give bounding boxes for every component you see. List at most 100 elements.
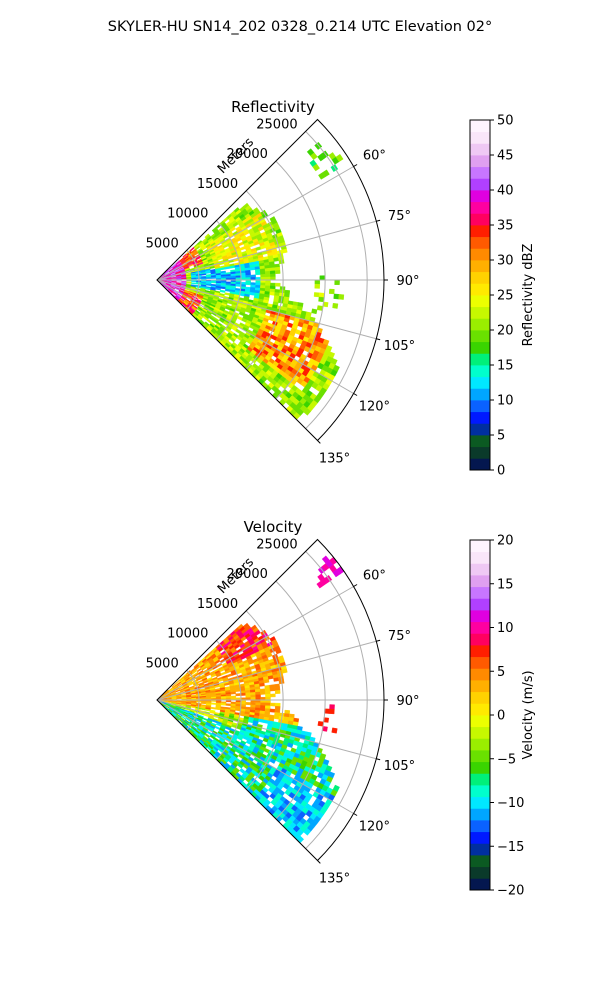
data-cell (260, 271, 266, 275)
angle-tick-label: 90° (396, 274, 419, 289)
colorbar-tick-label: −15 (497, 840, 524, 855)
data-cell (191, 282, 197, 285)
colorbar-tick-label: 35 (497, 219, 514, 234)
radial-tick-label: 10000 (167, 627, 208, 642)
data-cell (275, 702, 281, 707)
colorbar-swatch (470, 178, 490, 191)
data-cell (318, 296, 325, 303)
angle-tick (376, 758, 381, 761)
data-cell (225, 695, 232, 699)
grid-spoke (156, 220, 377, 281)
data-cell (210, 706, 216, 710)
data-cell (235, 283, 242, 287)
data-cell (255, 271, 261, 276)
data-cell (245, 694, 251, 698)
data-cell (210, 702, 217, 705)
data-cell (186, 282, 192, 284)
colorbar-swatch (470, 855, 490, 868)
colorbar-tick-label: 15 (497, 359, 514, 374)
angle-tick (353, 584, 358, 587)
data-cell (269, 687, 276, 692)
colorbar-swatch (470, 236, 490, 249)
velocity-panel: Velocity 5000 10000 15000 20000 25000 60° 75° 90… (146, 518, 536, 899)
data-cell (270, 273, 276, 278)
angle-tick (376, 338, 381, 341)
data-cell (224, 292, 231, 296)
radial-tick-label: 25000 (256, 117, 297, 132)
data-cell (264, 690, 271, 695)
colorbar-swatch (470, 365, 490, 378)
reflectivity-panel: Reflectivity 5000 10000 15000 20000 25000 60° 7… (146, 98, 536, 479)
angle-tick-label: 75° (388, 209, 411, 224)
data-cell (319, 275, 326, 281)
data-cell (250, 694, 256, 698)
data-cell (270, 282, 276, 287)
data-cell (219, 289, 226, 293)
data-cell (265, 693, 271, 698)
radial-tick-label: 15000 (197, 177, 238, 192)
angle-tick-label: 120° (359, 400, 390, 415)
data-cell (225, 275, 232, 279)
colorbar-label: Velocity (m/s) (521, 670, 536, 759)
data-cell (264, 270, 271, 275)
colorbar-swatch (470, 540, 490, 553)
data-cell (318, 292, 325, 298)
data-cell (312, 163, 320, 172)
colorbar-swatch (470, 878, 490, 891)
angle-tick-label: 105° (384, 759, 415, 774)
colorbar-swatch (470, 633, 490, 646)
angle-tick-label: 120° (359, 820, 390, 835)
colorbar-swatch (470, 376, 490, 389)
angle-tick (353, 393, 358, 396)
panel-title: Velocity (244, 518, 303, 536)
data-cell (269, 757, 276, 764)
data-cell (260, 274, 266, 278)
angle-tick-label: 90° (396, 694, 419, 709)
data-cell (281, 248, 288, 254)
colorbar-tick-label: 45 (497, 149, 514, 164)
colorbar-tick-label: −10 (497, 796, 524, 811)
data-cell (245, 274, 251, 278)
radial-tick-label: 5000 (146, 236, 179, 251)
colorbar-swatch (470, 341, 490, 354)
data-cell (220, 703, 227, 706)
data-cell (314, 283, 321, 289)
angle-tick (353, 164, 358, 167)
colorbar-tick-label: −5 (497, 752, 516, 767)
colorbar-tick-label: 10 (497, 621, 514, 636)
data-cell (328, 288, 335, 295)
colorbar-swatch (470, 318, 490, 331)
colorbar-swatch (470, 190, 490, 203)
radial-tick-label: 25000 (256, 537, 297, 552)
data-cell (333, 293, 340, 300)
angle-tick-label: 75° (388, 629, 411, 644)
colorbar-swatch (470, 645, 490, 658)
data-cell (245, 282, 251, 286)
data-cell (249, 291, 256, 296)
data-cell (235, 693, 242, 697)
data-cell (311, 308, 318, 315)
data-cell (224, 288, 231, 292)
radial-tick-label: 20000 (227, 567, 268, 582)
data-cell (265, 282, 271, 287)
colorbar-swatch (470, 563, 490, 576)
colorbar-swatch (470, 715, 490, 728)
data-cell (205, 283, 212, 286)
data-cell (225, 703, 232, 707)
data-cell (235, 708, 241, 712)
data-cell (314, 279, 320, 285)
panel-title: Reflectivity (231, 98, 315, 116)
angle-tick (317, 860, 321, 864)
colorbar-tick-label: 50 (497, 114, 514, 129)
colorbar-swatch (470, 435, 490, 448)
data-cell (235, 688, 241, 692)
data-cell (275, 282, 281, 287)
data-cell (273, 677, 280, 682)
colorbar-swatch (470, 260, 490, 273)
colorbar-swatch (470, 820, 490, 833)
colorbar-swatch (470, 796, 490, 809)
radial-tick-label: 5000 (146, 656, 179, 671)
colorbar-swatch (470, 703, 490, 716)
data-cell (259, 682, 265, 687)
data-cell (281, 668, 288, 674)
